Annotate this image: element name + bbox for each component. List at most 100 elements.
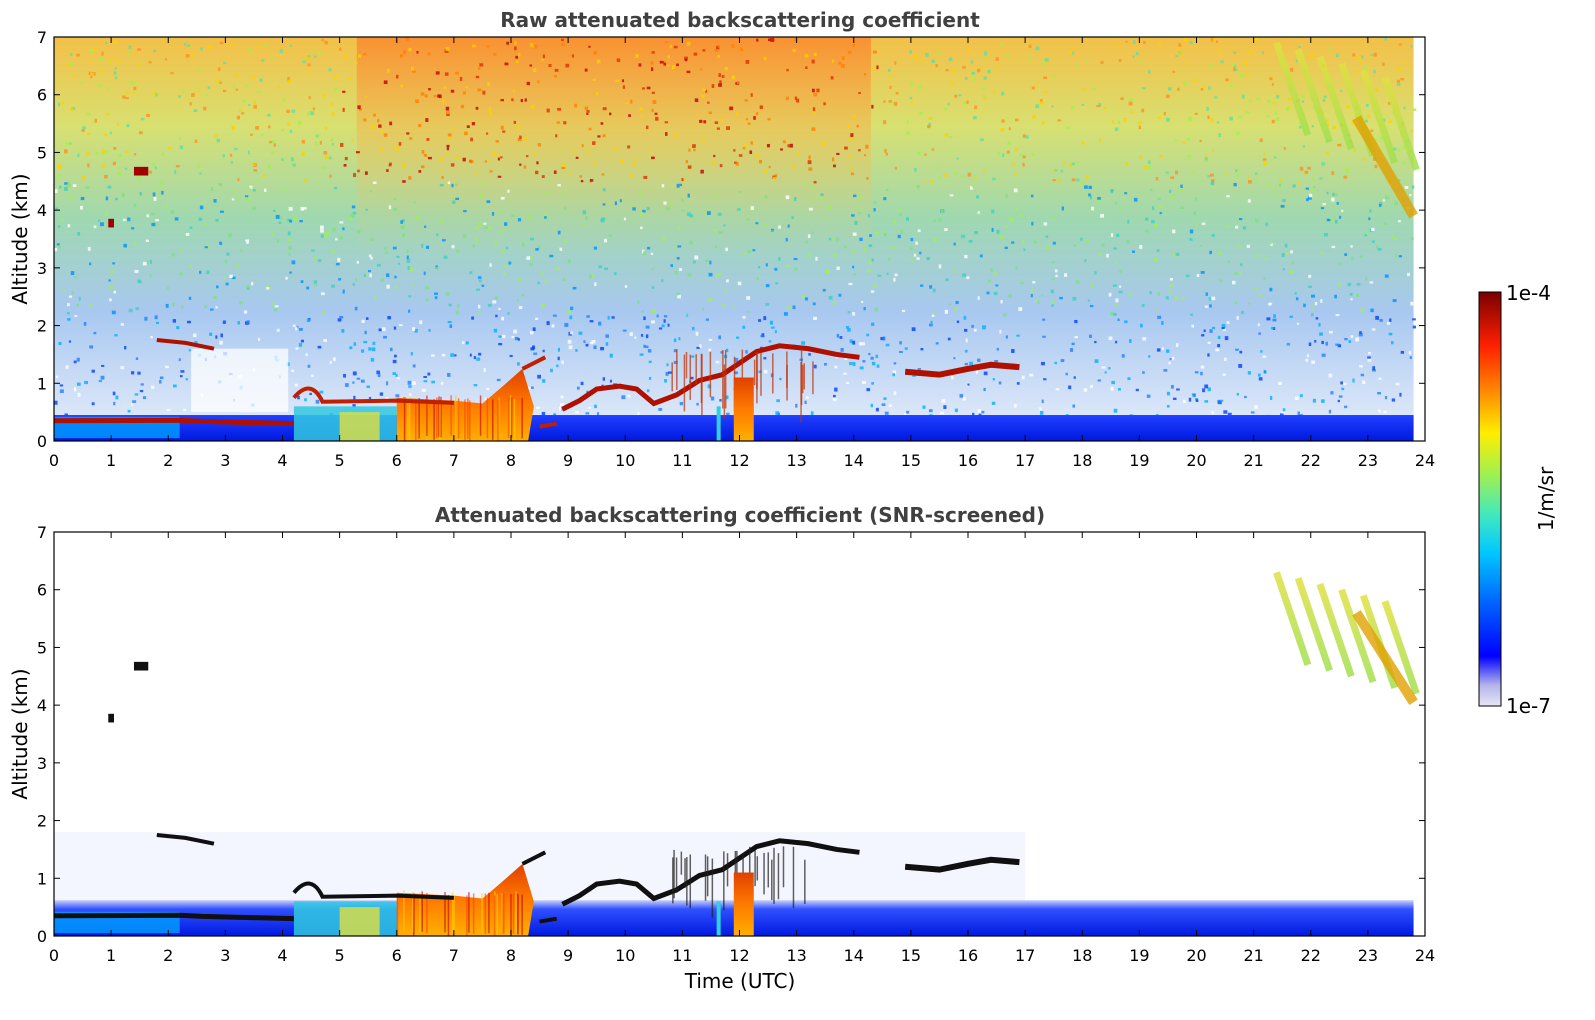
noise-pixel xyxy=(1045,235,1049,238)
noise-pixel xyxy=(89,48,94,53)
noise-pixel xyxy=(1101,366,1106,369)
noise-pixel xyxy=(719,118,723,122)
noise-pixel xyxy=(1020,213,1023,217)
noise-pixel xyxy=(1336,202,1339,205)
noise-pixel xyxy=(73,75,76,79)
noise-pixel xyxy=(1015,207,1019,212)
noise-pixel xyxy=(409,268,414,272)
noise-pixel xyxy=(735,162,739,166)
noise-pixel xyxy=(199,270,202,274)
noise-pixel xyxy=(998,381,1002,385)
noise-pixel xyxy=(1118,120,1121,124)
noise-pixel xyxy=(267,125,271,129)
noise-pixel xyxy=(200,47,203,51)
noise-pixel xyxy=(1379,202,1383,206)
y-tick-label: 2 xyxy=(37,812,47,831)
cloud-streak xyxy=(426,395,428,437)
noise-pixel xyxy=(487,82,491,86)
noise-pixel xyxy=(676,292,680,296)
noise-pixel xyxy=(253,169,258,172)
noise-pixel xyxy=(702,307,705,311)
noise-pixel xyxy=(289,129,293,134)
noise-pixel xyxy=(651,67,654,72)
noise-pixel xyxy=(101,51,104,56)
noise-pixel xyxy=(726,126,730,130)
x-tick-label: 9 xyxy=(563,451,573,470)
noise-pixel xyxy=(1216,40,1219,44)
noise-pixel xyxy=(263,188,267,192)
noise-pixel xyxy=(841,63,845,68)
noise-pixel xyxy=(550,368,553,373)
noise-pixel xyxy=(953,270,957,273)
noise-pixel xyxy=(852,232,857,236)
noise-pixel xyxy=(734,371,738,375)
noise-pixel xyxy=(518,53,521,57)
noise-pixel xyxy=(1266,114,1270,118)
noise-pixel xyxy=(386,284,390,289)
noise-pixel xyxy=(736,81,740,85)
noise-pixel xyxy=(166,286,169,290)
noise-pixel xyxy=(231,125,235,130)
precip-streak xyxy=(723,851,725,911)
noise-pixel xyxy=(369,190,372,193)
noise-pixel xyxy=(306,318,310,323)
noise-pixel xyxy=(1094,359,1099,363)
noise-pixel xyxy=(1339,215,1342,219)
noise-pixel xyxy=(1388,332,1393,336)
noise-pixel xyxy=(134,241,137,246)
noise-pixel xyxy=(1089,334,1092,338)
noise-pixel xyxy=(1203,329,1206,333)
noise-pixel xyxy=(1135,51,1139,56)
noise-pixel xyxy=(1256,97,1261,101)
noise-pixel xyxy=(393,198,397,201)
noise-pixel xyxy=(852,43,855,47)
noise-pixel xyxy=(215,218,219,222)
noise-pixel xyxy=(342,90,346,93)
noise-pixel xyxy=(335,262,340,266)
noise-pixel xyxy=(517,338,520,341)
noise-pixel xyxy=(719,80,722,84)
noise-pixel xyxy=(185,232,190,236)
noise-pixel xyxy=(899,350,903,353)
noise-pixel xyxy=(319,390,324,394)
noise-pixel xyxy=(560,395,564,399)
noise-pixel xyxy=(920,59,923,63)
noise-pixel xyxy=(281,158,284,161)
noise-pixel xyxy=(710,396,715,401)
noise-pixel xyxy=(1305,358,1309,362)
noise-pixel xyxy=(983,76,987,80)
noise-pixel xyxy=(1132,40,1136,45)
noise-pixel xyxy=(758,159,763,164)
noise-pixel xyxy=(743,143,747,148)
noise-pixel xyxy=(1286,106,1290,110)
noise-pixel xyxy=(875,231,879,235)
noise-pixel xyxy=(251,282,254,286)
noise-pixel xyxy=(1075,63,1079,66)
cloud-streak xyxy=(415,399,417,441)
noise-pixel xyxy=(977,358,981,362)
noise-pixel xyxy=(66,63,69,67)
noise-pixel xyxy=(472,244,475,248)
noise-pixel xyxy=(1189,229,1194,234)
noise-pixel xyxy=(352,381,355,384)
rain-column xyxy=(733,872,754,936)
noise-pixel xyxy=(1224,336,1229,341)
noise-pixel xyxy=(1368,352,1371,355)
noise-pixel xyxy=(344,383,349,387)
noise-pixel xyxy=(353,173,357,178)
y-tick-label: 6 xyxy=(37,581,47,600)
noise-pixel xyxy=(431,354,435,357)
noise-pixel xyxy=(1217,335,1221,339)
noise-pixel xyxy=(982,325,986,330)
noise-pixel xyxy=(873,283,877,288)
noise-pixel xyxy=(823,102,826,106)
noise-pixel xyxy=(847,50,852,54)
x-tick-label: 13 xyxy=(786,451,806,470)
noise-pixel xyxy=(1142,337,1147,341)
noise-pixel xyxy=(1281,411,1286,414)
noise-pixel xyxy=(321,38,325,42)
noise-pixel xyxy=(910,237,914,242)
noise-pixel xyxy=(528,386,531,390)
colorbar-min-label: 1e-7 xyxy=(1506,694,1551,718)
